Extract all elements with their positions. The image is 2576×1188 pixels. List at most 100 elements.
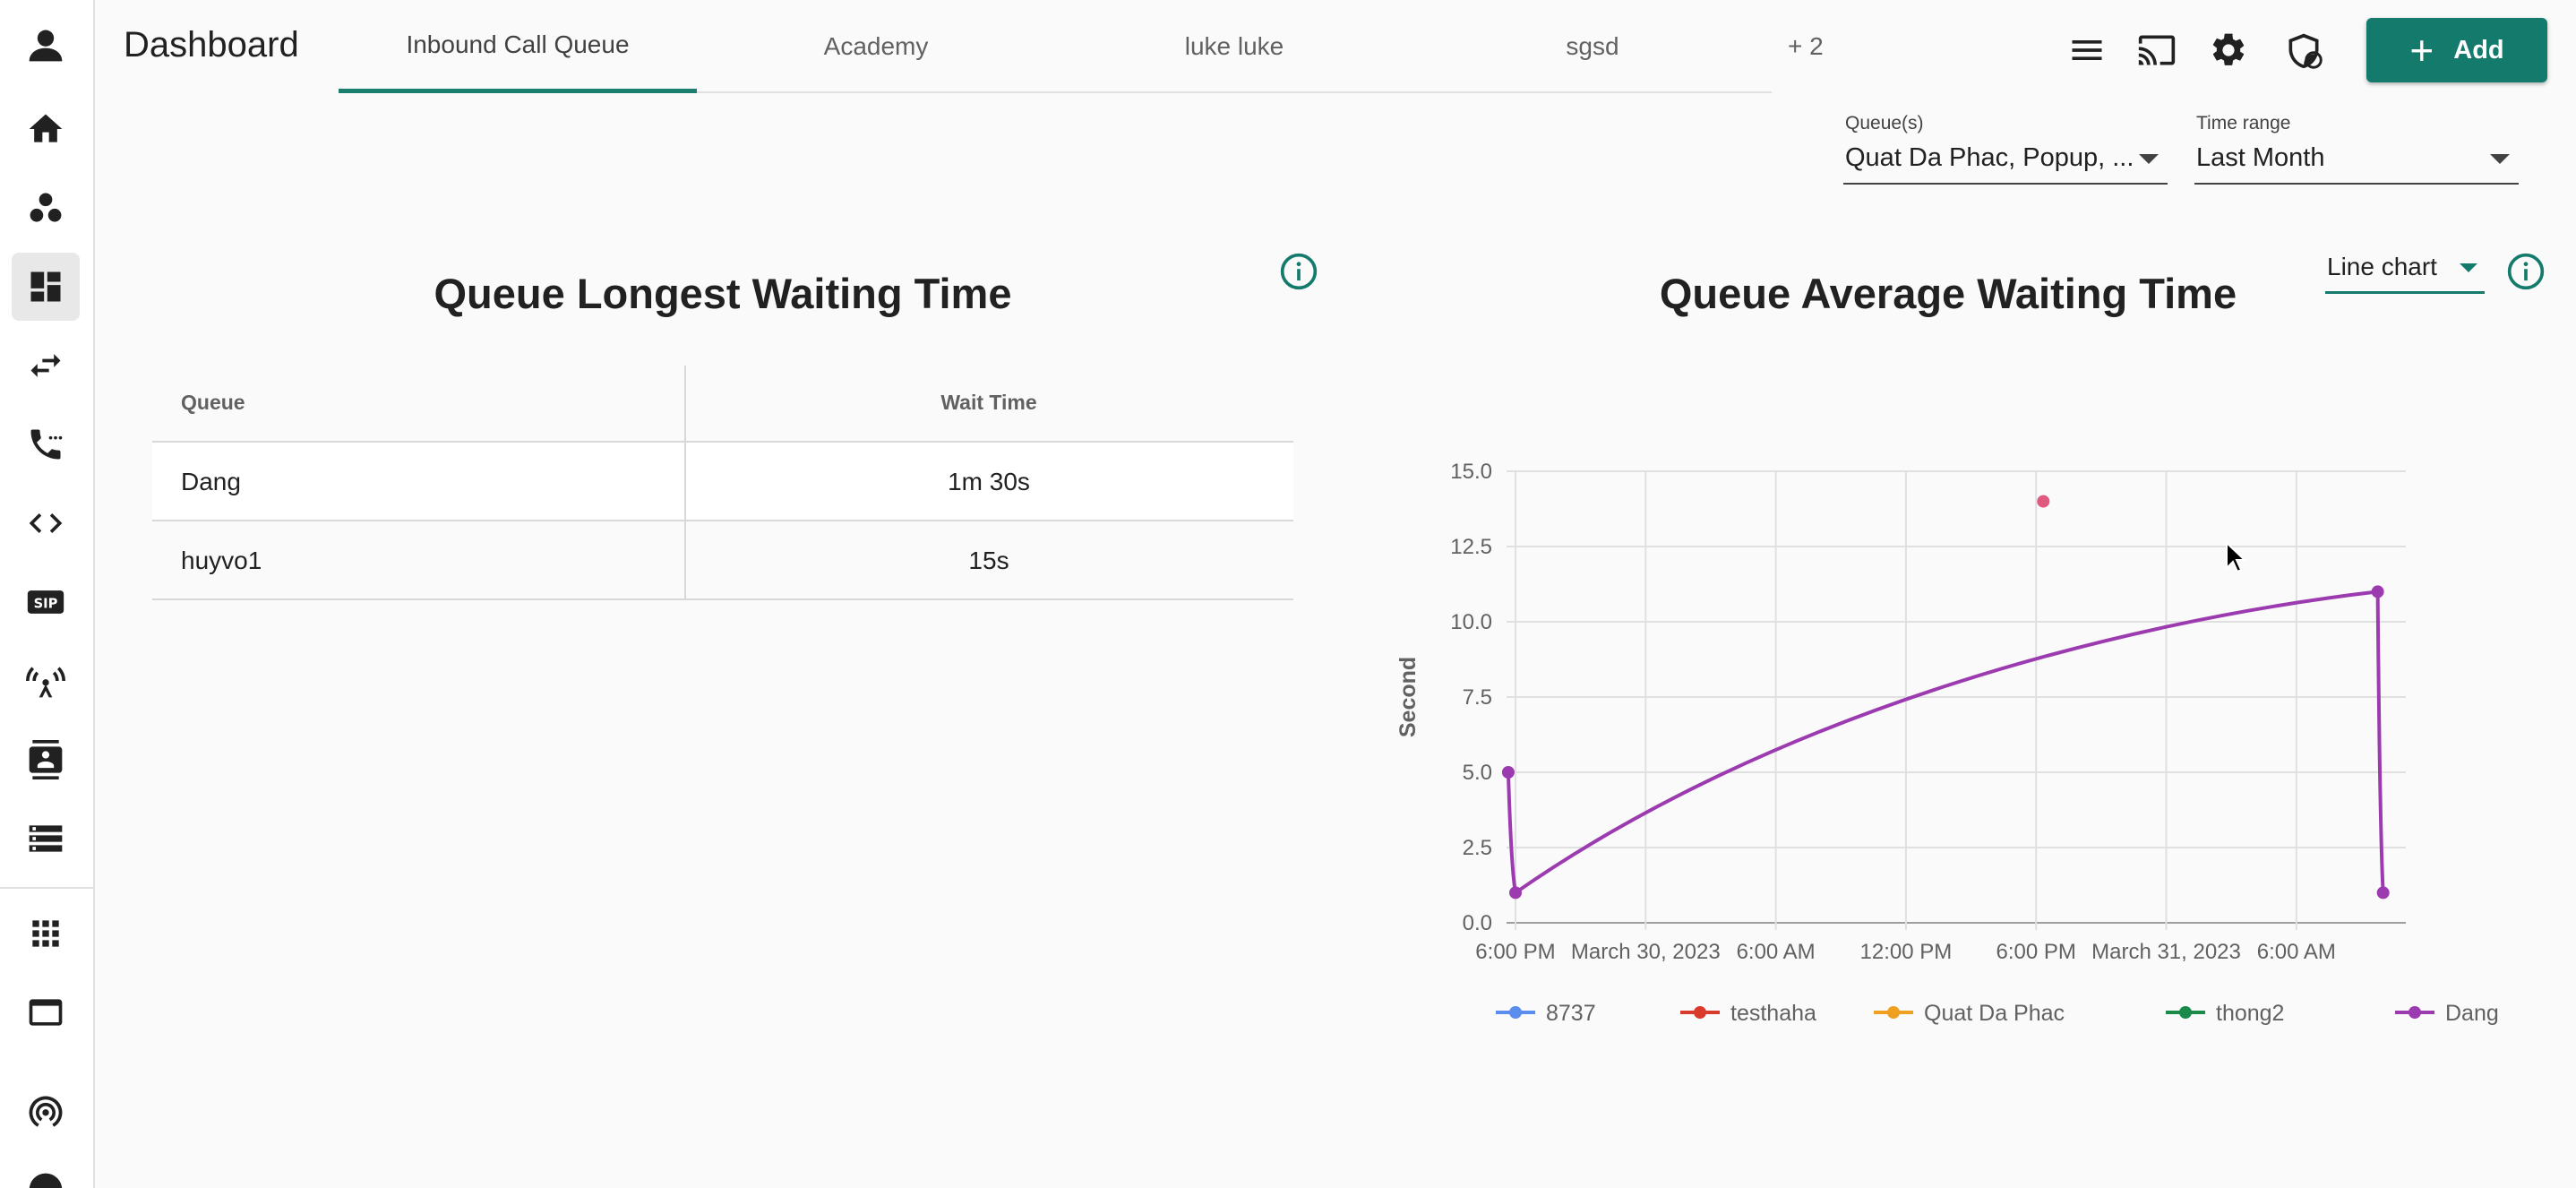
help-icon	[29, 1173, 63, 1188]
y-tick-label: 2.5	[1463, 836, 1492, 860]
average-waiting-chart: 0.0 2.5 5.0 7.5 10.0 12.5 15.0 6:00 PM March 30,…	[1395, 460, 2499, 1026]
home-icon	[29, 114, 63, 142]
sidebar-item-dashboard[interactable]	[12, 253, 80, 321]
more-tabs-button[interactable]: + 2	[1788, 32, 1824, 60]
legend-entry: thong2	[2216, 1001, 2284, 1026]
user-icon	[29, 30, 63, 62]
contact-card-icon	[29, 740, 63, 779]
wait-time-cell: 15s	[968, 547, 1009, 574]
hamburger-menu-icon	[2072, 40, 2102, 60]
column-header-wait-time[interactable]: Wait Time	[940, 391, 1037, 414]
dashboard-icon	[30, 271, 61, 302]
gear-icon	[2212, 33, 2245, 65]
antenna-icon	[26, 667, 65, 698]
longest-waiting-title: Queue Longest Waiting Time	[434, 270, 1012, 317]
y-tick-label: 10.0	[1450, 610, 1492, 634]
info-icon[interactable]	[2506, 252, 2546, 291]
sidebar-item-sip[interactable]: SIP	[12, 568, 80, 636]
x-tick-label: 6:00 AM	[1737, 940, 1816, 964]
data-point	[1501, 766, 1515, 779]
legend-marker	[2409, 1006, 2421, 1019]
time-range-value: Last Month	[2196, 143, 2325, 172]
y-axis-label: Second	[1395, 657, 1421, 737]
sidebar-item-contacts[interactable]	[12, 726, 80, 794]
apps-grid-icon	[32, 920, 59, 947]
sidebar-item-apps[interactable]	[12, 900, 80, 968]
legend-entry: 8737	[1546, 1001, 1596, 1026]
sidebar-item-podcast[interactable]	[12, 1077, 80, 1145]
code-icon	[29, 513, 63, 533]
y-tick-label: 7.5	[1463, 685, 1492, 710]
table-row: huyvo1 15s	[152, 521, 1293, 600]
menu-button[interactable]	[2064, 27, 2110, 73]
data-point	[2037, 495, 2050, 508]
add-button[interactable]: + Add	[2366, 18, 2547, 82]
cast-button[interactable]	[2134, 27, 2180, 73]
svg-text:SIP: SIP	[34, 596, 58, 611]
x-tick-label: 6:00 PM	[1996, 940, 2076, 964]
dashboard-tabs: Inbound Call Queue Academy luke luke sgs…	[339, 0, 1772, 93]
settings-button[interactable]	[2205, 27, 2252, 73]
plus-icon: +	[2409, 27, 2434, 73]
queue-cell: huyvo1	[181, 547, 262, 574]
legend-marker	[1694, 1006, 1706, 1019]
tab-luke-luke[interactable]: luke luke	[1184, 32, 1284, 60]
average-waiting-title: Queue Average Waiting Time	[1659, 270, 2237, 317]
mouse-cursor-icon	[2226, 541, 2247, 573]
sidebar-item-transfer[interactable]	[12, 331, 80, 400]
sidebar-item-groups[interactable]	[12, 174, 80, 242]
add-button-label: Add	[2453, 35, 2504, 65]
phone-icon	[30, 429, 63, 460]
time-range-select[interactable]: Time range Last Month	[2194, 109, 2519, 185]
sidebar-item-window[interactable]	[12, 978, 80, 1046]
caret-down-icon	[2490, 154, 2510, 164]
list-storage-icon	[29, 825, 63, 852]
shield-user-icon	[2288, 33, 2323, 69]
table-header: Queue Wait Time	[152, 366, 1293, 443]
data-point	[2376, 886, 2390, 900]
x-tick-label: 12:00 PM	[1860, 940, 1953, 964]
x-tick-label: 6:00 AM	[2257, 940, 2336, 964]
caret-down-icon	[2460, 263, 2477, 272]
window-icon	[29, 999, 63, 1026]
y-tick-label: 12.5	[1450, 535, 1492, 559]
column-header-queue[interactable]: Queue	[181, 391, 245, 414]
x-tick-label: March 30, 2023	[1571, 940, 1721, 964]
y-tick-label: 5.0	[1463, 761, 1492, 785]
podcast-icon	[29, 1096, 63, 1127]
tab-inbound-call-queue[interactable]: Inbound Call Queue	[339, 0, 697, 93]
page-title: Dashboard	[124, 25, 299, 65]
legend-marker	[1887, 1006, 1900, 1019]
legend-marker	[1509, 1006, 1522, 1019]
time-range-label: Time range	[2196, 113, 2291, 133]
wait-time-cell: 1m 30s	[948, 468, 1030, 495]
legend-entry: Quat Da Phac	[1924, 1001, 2065, 1026]
table-row: Dang 1m 30s	[152, 443, 1293, 521]
queues-select[interactable]: Queue(s) Quat Da Phac, Popup, ...	[1843, 109, 2168, 185]
x-tick-label: 6:00 PM	[1475, 940, 1555, 964]
queues-select-label: Queue(s)	[1845, 113, 1924, 133]
info-icon[interactable]	[1279, 252, 1318, 291]
sidebar-item-calls[interactable]	[12, 410, 80, 478]
sidebar-item-storage[interactable]	[12, 805, 80, 873]
sidebar-item-home[interactable]	[12, 95, 80, 163]
y-tick-label: 0.0	[1463, 911, 1492, 935]
queues-select-value: Quat Da Phac, Popup, ...	[1845, 143, 2134, 172]
longest-waiting-table: Queue Wait Time Dang 1m 30s huyvo1 15s	[152, 366, 1293, 600]
data-point	[1509, 886, 1522, 900]
chart-type-select[interactable]: Line chart	[2325, 247, 2485, 294]
y-tick-label: 15.0	[1450, 460, 1492, 484]
legend-entry: testhaha	[1730, 1001, 1816, 1026]
queue-cell: Dang	[181, 468, 241, 495]
sidebar-item-code[interactable]	[12, 489, 80, 557]
sidebar-item-help[interactable]	[12, 1156, 80, 1188]
sidebar-item-broadcast[interactable]	[12, 647, 80, 715]
caret-down-icon	[2139, 154, 2159, 164]
sip-icon: SIP	[27, 590, 64, 614]
tab-academy[interactable]: Academy	[823, 32, 929, 60]
admin-security-button[interactable]	[2280, 27, 2327, 73]
legend-entry: Dang	[2445, 1001, 2499, 1026]
sidebar-item-profile[interactable]	[12, 11, 80, 79]
group-icon	[30, 193, 62, 222]
tab-sgsd[interactable]: sgsd	[1566, 32, 1619, 60]
